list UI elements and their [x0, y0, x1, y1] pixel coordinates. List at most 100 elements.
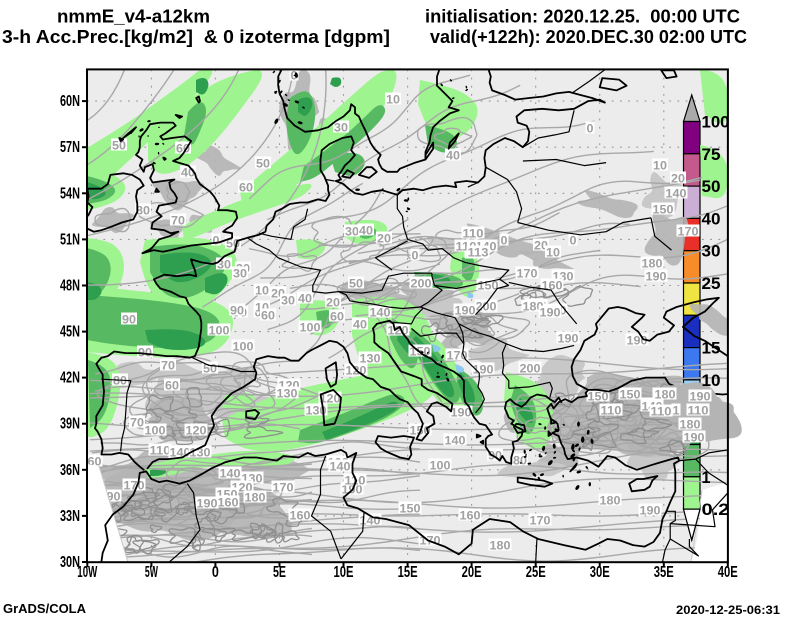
svg-text:15E: 15E — [398, 564, 418, 581]
svg-text:70: 70 — [171, 214, 185, 228]
svg-text:50: 50 — [349, 277, 363, 291]
svg-text:10: 10 — [653, 159, 667, 173]
svg-text:40: 40 — [353, 318, 367, 332]
svg-text:0: 0 — [570, 234, 577, 248]
svg-text:valid(+122h): 2020.DEC.30 02:0: valid(+122h): 2020.DEC.30 02:00 UTC — [430, 27, 747, 47]
svg-text:190: 190 — [684, 431, 705, 445]
svg-text:0: 0 — [213, 234, 220, 248]
svg-text:25E: 25E — [526, 564, 546, 581]
svg-text:150: 150 — [400, 502, 421, 516]
svg-text:0.2: 0.2 — [702, 500, 730, 519]
svg-text:90: 90 — [122, 313, 136, 327]
svg-text:113: 113 — [468, 246, 489, 260]
svg-text:140: 140 — [330, 460, 351, 474]
svg-text:110: 110 — [150, 444, 171, 458]
svg-text:20: 20 — [534, 239, 548, 253]
svg-text:140: 140 — [220, 467, 241, 481]
svg-text:60: 60 — [165, 379, 179, 393]
svg-text:50: 50 — [702, 177, 721, 196]
svg-text:57N: 57N — [60, 139, 80, 156]
svg-text:120: 120 — [186, 424, 207, 438]
svg-text:36N: 36N — [60, 462, 80, 479]
svg-text:40: 40 — [702, 209, 721, 228]
svg-text:180: 180 — [680, 418, 701, 432]
svg-text:150: 150 — [653, 203, 674, 217]
svg-text:200: 200 — [520, 362, 541, 376]
svg-text:20: 20 — [377, 232, 391, 246]
svg-text:30N: 30N — [60, 554, 80, 571]
svg-text:100: 100 — [209, 324, 230, 338]
svg-text:30: 30 — [281, 294, 295, 308]
svg-text:initialisation: 2020.12.25. 0: initialisation: 2020.12.25. 00:00 UTC — [425, 6, 740, 26]
svg-text:60N: 60N — [60, 93, 80, 110]
svg-text:170: 170 — [678, 225, 699, 239]
svg-text:60: 60 — [261, 309, 275, 323]
svg-text:100: 100 — [702, 113, 730, 132]
svg-text:30: 30 — [702, 242, 721, 261]
svg-text:1: 1 — [673, 404, 680, 418]
svg-text:42N: 42N — [60, 370, 80, 387]
svg-text:140: 140 — [666, 187, 687, 201]
svg-text:1: 1 — [702, 468, 711, 487]
svg-text:190: 190 — [558, 332, 579, 346]
svg-text:140: 140 — [445, 434, 466, 448]
svg-text:200: 200 — [476, 300, 497, 314]
svg-text:180: 180 — [642, 257, 663, 271]
svg-text:20: 20 — [326, 296, 340, 310]
svg-text:51N: 51N — [60, 231, 80, 248]
svg-text:0: 0 — [212, 564, 219, 581]
svg-text:70: 70 — [130, 416, 144, 430]
svg-text:180: 180 — [245, 491, 266, 505]
svg-text:190: 190 — [640, 504, 661, 518]
svg-text:130: 130 — [306, 404, 327, 418]
svg-text:120: 120 — [320, 392, 341, 406]
svg-text:40: 40 — [446, 149, 460, 163]
svg-text:60: 60 — [239, 181, 253, 195]
svg-text:30: 30 — [334, 121, 348, 135]
svg-text:190: 190 — [473, 363, 494, 377]
svg-text:30: 30 — [233, 267, 247, 281]
svg-text:60: 60 — [176, 142, 190, 156]
svg-text:10: 10 — [546, 246, 560, 260]
svg-text:160: 160 — [218, 496, 239, 510]
svg-text:20E: 20E — [462, 564, 482, 581]
svg-text:25: 25 — [702, 274, 721, 293]
svg-text:54N: 54N — [60, 185, 80, 202]
svg-text:100: 100 — [300, 321, 321, 335]
svg-text:30E: 30E — [590, 564, 610, 581]
svg-text:0: 0 — [587, 122, 594, 136]
svg-text:190: 190 — [690, 390, 711, 404]
svg-text:90: 90 — [138, 346, 152, 360]
svg-text:39N: 39N — [60, 416, 80, 433]
svg-text:3-h Acc.Prec.[kg/m2] & 0 izot: 3-h Acc.Prec.[kg/m2] & 0 izoterma [dgpm] — [2, 27, 390, 47]
svg-text:120: 120 — [388, 324, 409, 338]
svg-text:180: 180 — [655, 388, 676, 402]
svg-text:100: 100 — [430, 459, 451, 473]
svg-text:10: 10 — [702, 371, 721, 390]
svg-text:50: 50 — [226, 237, 240, 251]
svg-text:100: 100 — [233, 340, 254, 354]
svg-text:15: 15 — [702, 339, 721, 358]
svg-text:48N: 48N — [60, 278, 80, 295]
svg-text:170: 170 — [517, 267, 538, 281]
svg-text:80: 80 — [513, 454, 527, 468]
svg-text:40E: 40E — [718, 564, 738, 581]
svg-text:90: 90 — [230, 304, 244, 318]
svg-text:35E: 35E — [654, 564, 674, 581]
svg-text:5W: 5W — [145, 564, 158, 581]
svg-text:0: 0 — [412, 249, 419, 263]
svg-text:190: 190 — [540, 306, 561, 320]
svg-text:150: 150 — [478, 279, 499, 293]
svg-text:10: 10 — [255, 284, 269, 298]
svg-text:40: 40 — [359, 224, 373, 238]
svg-text:30: 30 — [345, 225, 359, 239]
svg-text:5E: 5E — [273, 564, 286, 581]
svg-text:2020-12-25-06:31: 2020-12-25-06:31 — [676, 603, 780, 617]
svg-text:33N: 33N — [60, 508, 80, 525]
svg-text:190: 190 — [451, 406, 472, 420]
svg-text:130: 130 — [190, 446, 211, 460]
svg-text:170: 170 — [124, 479, 145, 493]
svg-text:60: 60 — [330, 310, 344, 324]
svg-text:45N: 45N — [60, 324, 80, 341]
svg-text:160: 160 — [542, 279, 563, 293]
